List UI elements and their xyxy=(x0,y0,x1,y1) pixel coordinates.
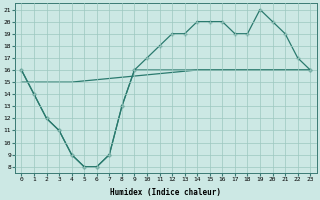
X-axis label: Humidex (Indice chaleur): Humidex (Indice chaleur) xyxy=(110,188,221,197)
